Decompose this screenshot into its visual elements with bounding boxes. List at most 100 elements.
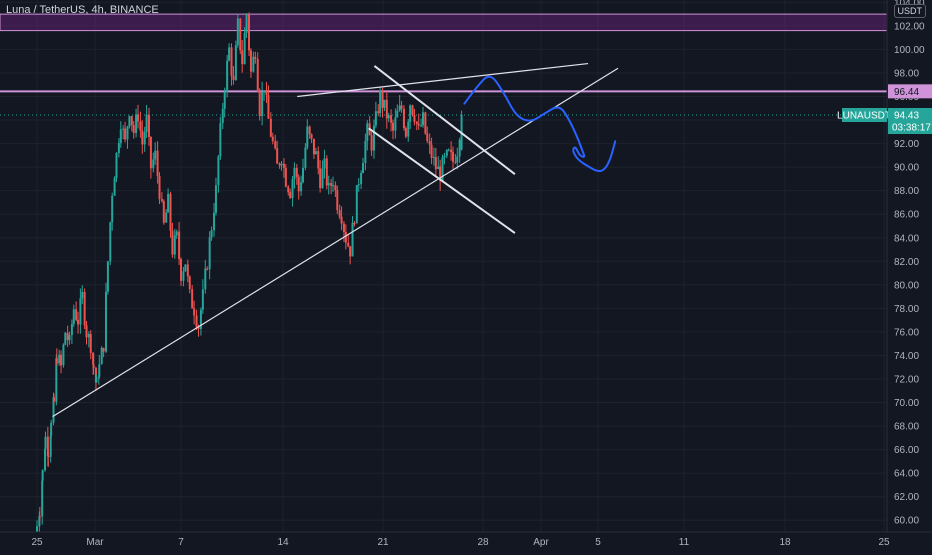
candle-body [104, 291, 107, 352]
pair-name: TetherUS [39, 4, 86, 16]
candle-body [317, 151, 320, 169]
candle-body [404, 127, 407, 137]
candle-body [52, 397, 55, 423]
candle-body [432, 157, 435, 159]
candle-body [409, 105, 412, 122]
y-tick-label: 68.00 [894, 422, 919, 433]
candle-body [52, 397, 55, 402]
candle-body [284, 167, 287, 187]
candle-body [228, 47, 231, 61]
currency-badge[interactable]: USDT [893, 4, 926, 18]
candle-body [249, 50, 252, 72]
candle-body [44, 436, 47, 449]
y-tick-label: 72.00 [894, 374, 919, 385]
candle-body [407, 121, 410, 137]
x-tick-label: 5 [595, 537, 601, 548]
candle-body [175, 231, 178, 236]
candle-body [130, 116, 133, 126]
candle-body [68, 335, 71, 341]
x-tick-label: Apr [533, 537, 549, 548]
candle-body [149, 136, 152, 169]
candle-body [258, 91, 261, 117]
candle-body [38, 516, 41, 518]
time-axis [0, 532, 932, 550]
candle-body [434, 157, 437, 170]
candle-body [143, 132, 146, 145]
projection-path [463, 75, 617, 173]
candle-body [411, 105, 414, 116]
y-tick-label: 100.00 [894, 45, 925, 56]
candle-body [355, 185, 358, 224]
candle-body [106, 261, 109, 292]
candle-body [338, 210, 341, 217]
candle-body [46, 436, 49, 457]
candle-body [302, 167, 304, 183]
y-tick-label: 62.00 [894, 492, 919, 503]
candle-body [370, 135, 373, 151]
candle-body [360, 172, 363, 185]
candle-body [208, 237, 211, 270]
candle-body [254, 56, 257, 59]
price-axis [887, 0, 932, 550]
candle-body [64, 332, 67, 345]
candle-body [293, 167, 296, 180]
x-tick-label: Mar [86, 537, 104, 548]
candle-body [415, 121, 418, 124]
y-tick-label: 84.00 [894, 233, 919, 244]
candle-body [357, 184, 360, 186]
candle-body [195, 315, 198, 328]
candle-body [83, 291, 86, 326]
candle-body [124, 128, 127, 140]
candle-body [145, 114, 148, 133]
candle-body [306, 126, 309, 148]
candle-body [310, 134, 313, 139]
y-tick-label: 98.00 [894, 68, 919, 79]
candle-body [214, 185, 217, 213]
candle-body [312, 138, 315, 155]
x-tick-label: 7 [178, 537, 184, 548]
candle-body [193, 308, 196, 316]
candle-body [221, 108, 224, 124]
candle-body [154, 150, 157, 160]
candle-body [330, 183, 333, 186]
candle-body [178, 231, 181, 259]
y-tick-label: 90.00 [894, 163, 919, 174]
candle-body [234, 45, 237, 80]
countdown-label: 03:38:17 [892, 122, 931, 133]
candle-body [109, 222, 112, 262]
candle-body [456, 156, 459, 163]
candle-body [217, 156, 220, 186]
candle-body [180, 258, 182, 281]
candle-body [267, 95, 270, 119]
candle-body [392, 122, 394, 131]
candle-body [160, 199, 163, 202]
y-tick-label: 60.00 [894, 516, 919, 527]
y-tick-label: 66.00 [894, 445, 919, 456]
candle-body [204, 268, 207, 290]
interval[interactable]: 4h [91, 4, 104, 16]
candle-body [87, 333, 90, 338]
candle-body [439, 166, 442, 181]
candle-body [186, 264, 189, 277]
candle-body [381, 90, 384, 108]
candle-body [44, 448, 47, 471]
candle-body [417, 123, 420, 126]
candle-body [162, 201, 165, 223]
candle-body [55, 358, 58, 402]
candle-body [420, 125, 423, 127]
candle-body [191, 289, 194, 309]
y-tick-label: 78.00 [894, 304, 919, 315]
candle-body [236, 18, 239, 46]
y-tick-label: 64.00 [894, 469, 919, 480]
candle-body [126, 126, 129, 140]
candle-body [276, 148, 279, 164]
candle-body [458, 139, 461, 157]
candle-body [447, 149, 450, 151]
upper-boundary-line [297, 62, 589, 98]
resistance-price-label: 96.44 [894, 87, 919, 98]
candle-body [387, 115, 390, 119]
candle-body [139, 121, 142, 131]
symbol-price-tag [842, 107, 887, 122]
